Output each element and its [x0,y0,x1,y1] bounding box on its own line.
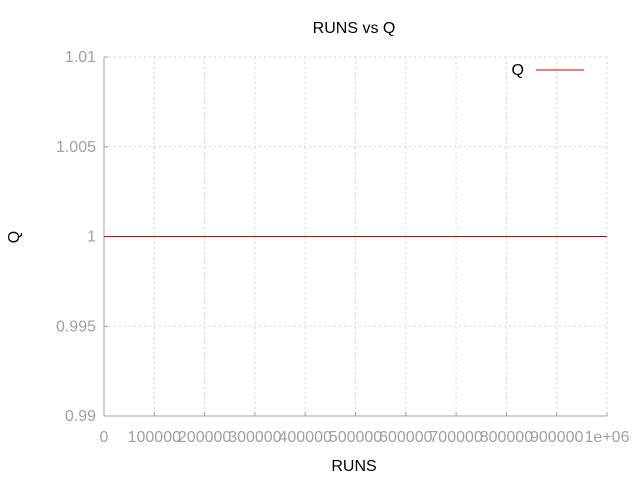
x-tick-label: 500000 [329,429,382,446]
y-tick-label: 1 [87,229,96,246]
x-axis-label: RUNS [331,458,376,475]
y-tick-labels: 0.99 0.995 1 1.005 1.01 [56,49,96,425]
x-tick-label: 1e+06 [585,429,630,446]
chart-title: RUNS vs Q [313,20,396,37]
legend-label-q: Q [512,62,524,79]
y-axis-label: Q [6,231,23,243]
x-tick-label: 600000 [379,429,432,446]
x-tick-label: 700000 [429,429,482,446]
x-tick-labels: 0 100000200000300000400000500000600000700… [100,429,630,446]
x-tick-label: 900000 [530,429,583,446]
x-tick-label: 0 [100,429,109,446]
y-tick-label: 1.005 [56,139,96,156]
legend: Q [512,62,584,79]
x-tick-label: 200000 [178,429,231,446]
x-tick-label: 800000 [480,429,533,446]
x-tick-label: 400000 [279,429,332,446]
x-tick-label: 300000 [228,429,281,446]
y-tick-label: 0.995 [56,318,96,335]
y-tick-label: 0.99 [65,408,96,425]
y-tick-label: 1.01 [65,49,96,66]
x-tick-label: 100000 [128,429,181,446]
